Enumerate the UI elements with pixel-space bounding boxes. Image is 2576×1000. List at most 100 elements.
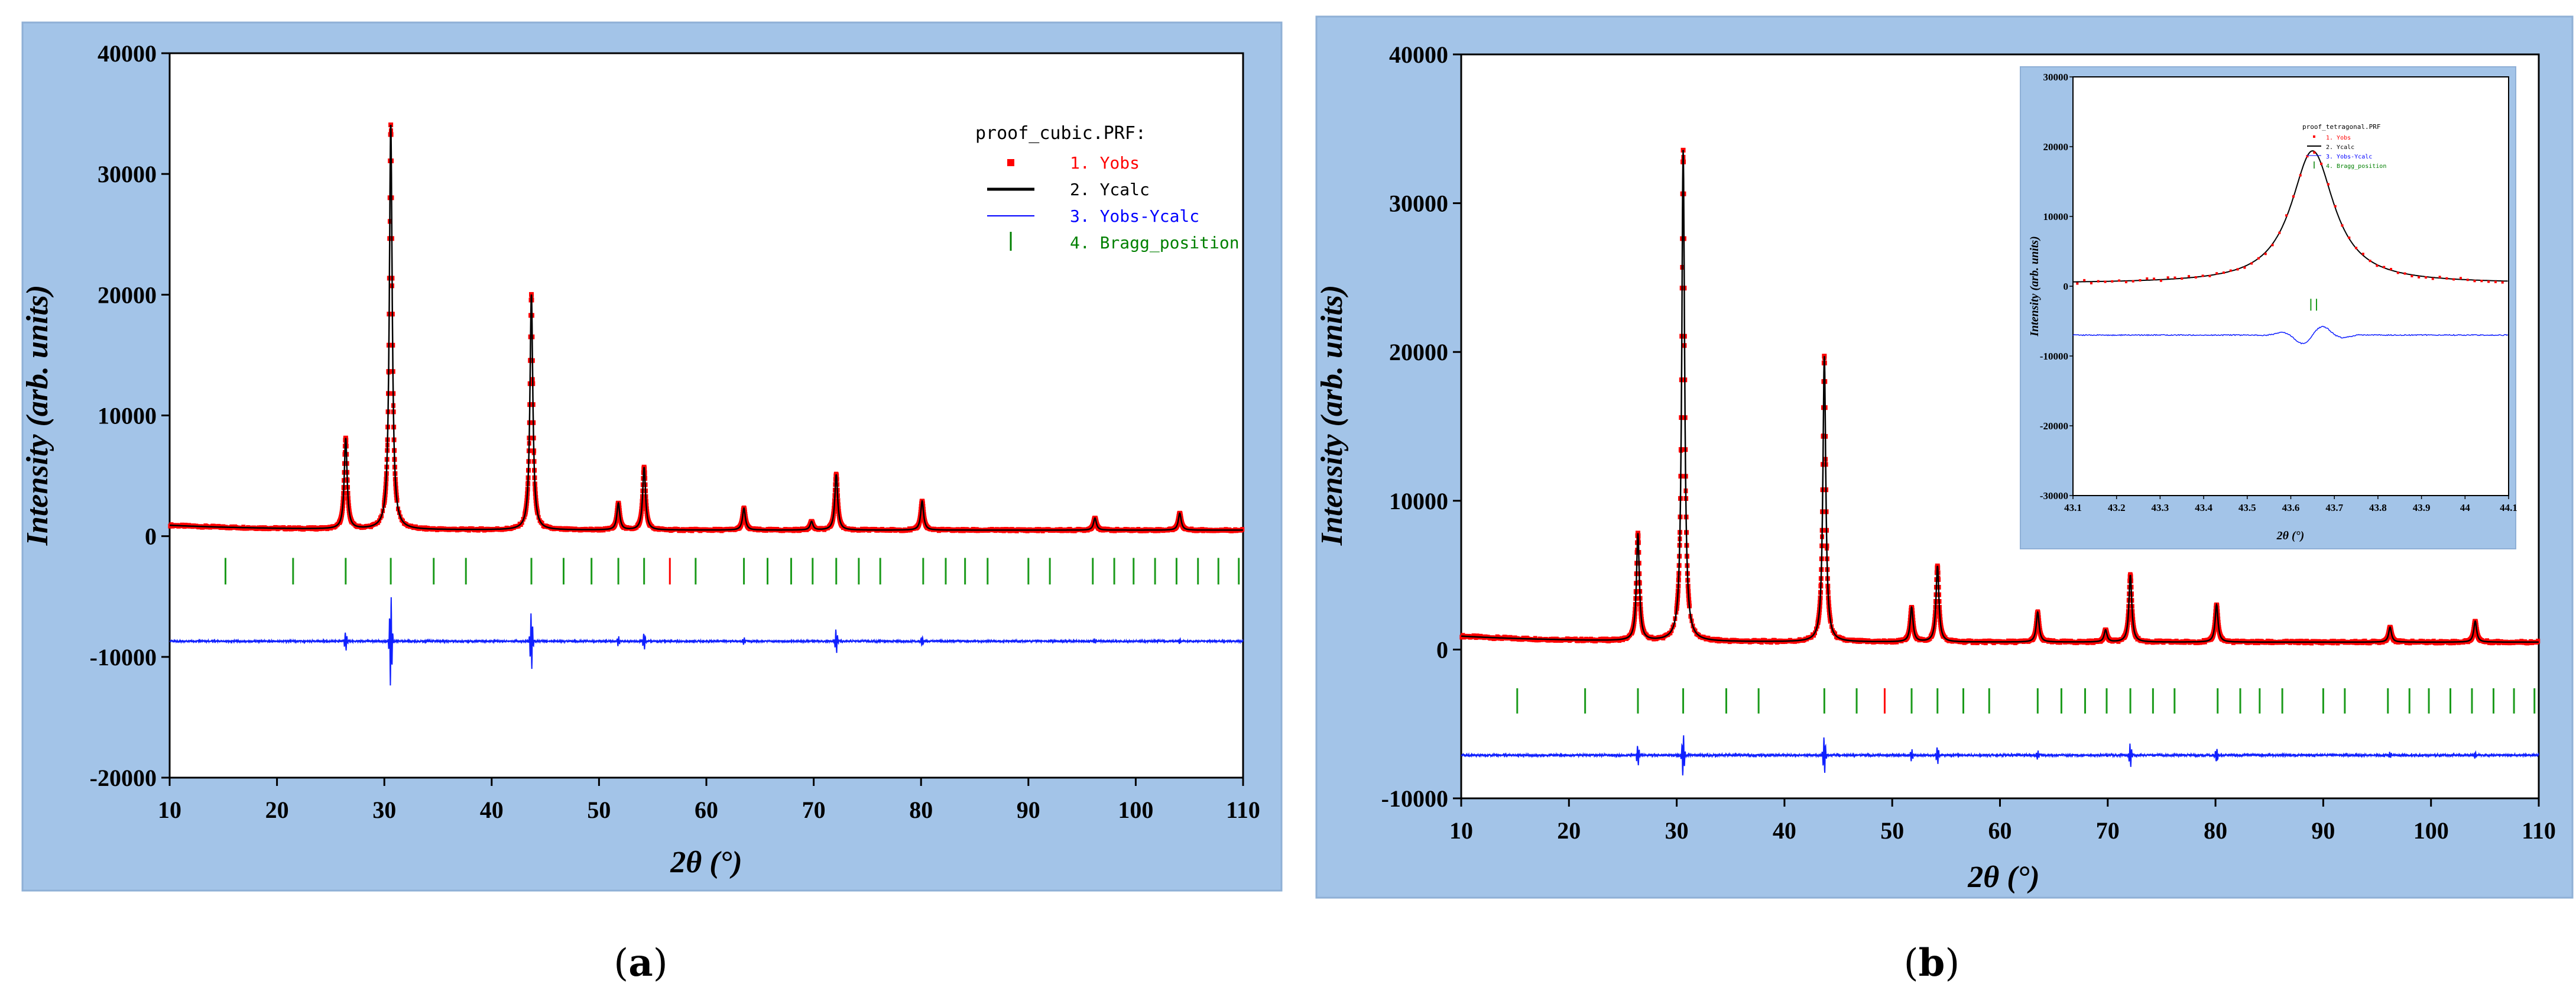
caption-a-letter: a	[628, 941, 653, 985]
yobs-point	[2536, 639, 2541, 644]
inset-x-tick-label: 43.9	[2413, 502, 2431, 513]
inset-yobs-point	[2097, 280, 2100, 283]
inset-series-ycalc	[2073, 150, 2508, 283]
inset-yobs-point	[2334, 205, 2337, 208]
x-tick-label: 50	[587, 797, 611, 823]
y-tick-label: 10000	[98, 403, 157, 429]
caption-a: (a)	[614, 941, 667, 985]
inset-yobs-point	[2159, 279, 2162, 282]
inset-yobs-point	[2390, 268, 2393, 271]
inset-yobs-point	[2418, 276, 2421, 279]
inset-yobs-point	[2124, 280, 2127, 283]
panel-a-plot-area	[168, 52, 1244, 779]
inset-yobs-point	[2424, 276, 2427, 279]
inset-yobs-point	[2111, 280, 2114, 283]
x-tick-label: 110	[2522, 817, 2556, 844]
panel-b: 10 20 30 40 50 60 70 80 90 100 110 -10000 0 10000 2000…	[1315, 15, 2574, 899]
inset-yobs-point	[2201, 274, 2204, 277]
inset-yobs-point	[2494, 280, 2497, 283]
inset-yobs-point	[2445, 277, 2448, 280]
series-ycalc	[1461, 150, 2539, 643]
inset-yobs-point	[2473, 280, 2476, 283]
inset-yobs-point	[2173, 276, 2176, 279]
inset-yobs-point	[2327, 183, 2330, 186]
x-tick-label: 100	[2413, 817, 2449, 844]
x-tick-label: 50	[1880, 817, 1904, 844]
inset-yobs-point	[2076, 282, 2079, 285]
inset-yobs-point	[2278, 231, 2281, 234]
inset-yobs-point	[2403, 272, 2406, 275]
chart-a: 10 20 30 40 50 60 70 80 90 100 110 -20000 -10000 0 100…	[90, 40, 1260, 823]
inset-yobs-point	[2139, 279, 2142, 282]
x-tick-label: 40	[480, 797, 504, 823]
inset-yobs-point	[2166, 276, 2169, 279]
legend-marker	[1007, 159, 1014, 166]
inset-x-axis-label: 2θ (°)	[2276, 529, 2305, 542]
inset-legend-label: 3. Yobs-Ycalc	[2326, 154, 2372, 160]
y-tick-label: 10000	[1389, 488, 1448, 514]
inset-yobs-point	[2313, 151, 2316, 154]
inset-yobs-point	[2306, 155, 2309, 158]
inset-yobs-point	[2215, 272, 2218, 275]
inset-yobs-point	[2146, 277, 2149, 280]
inset-y-tick-label: 10000	[2043, 211, 2069, 222]
y-tick-label: 30000	[1389, 190, 1448, 217]
series-bragg	[1516, 688, 2536, 714]
inset-yobs-point	[2299, 174, 2302, 177]
inset-yobs-point	[2090, 281, 2092, 284]
x-tick-label: 30	[1665, 817, 1689, 844]
inset-yobs-point	[2285, 214, 2288, 217]
caption-b: (b)	[1904, 941, 1960, 985]
chart-b-inset: 43.1 43.2 43.3 43.4 43.5 43.6 43.7 43.8 43.9 44 44…	[2040, 72, 2517, 513]
series-bragg	[224, 558, 1240, 585]
x-tick-label: 90	[1017, 797, 1040, 823]
y-tick-label: 20000	[1389, 339, 1448, 365]
inset-yobs-point	[2355, 247, 2358, 250]
inset-legend: proof_tetragonal.PRF 1. Yobs 2. Ycalc 3. Yo…	[2302, 123, 2386, 170]
x-tick-label: 80	[909, 797, 933, 823]
inset-yobs-point	[2104, 280, 2107, 283]
inset-yobs-point	[2264, 253, 2267, 255]
inset-yobs-point	[2083, 279, 2086, 281]
inset-yobs-point	[2438, 276, 2441, 279]
inset-y-tick-label: 30000	[2043, 72, 2069, 83]
y-tick-label: -10000	[90, 644, 157, 671]
y-tick-label: 30000	[98, 161, 157, 187]
inset-x-tick-label: 43.3	[2152, 502, 2169, 513]
inset-y-tick-label: 20000	[2043, 141, 2069, 153]
inset-yobs-point	[2383, 266, 2386, 268]
inset-yobs-point	[2229, 269, 2232, 272]
y-tick-label: 0	[1436, 636, 1448, 663]
legend-label: 1. Yobs	[1070, 153, 1140, 173]
inset-yobs-point	[2236, 268, 2239, 271]
series-diff	[169, 597, 1244, 686]
inset-yobs-point	[2410, 274, 2413, 277]
inset-yobs-point	[2396, 271, 2399, 274]
inset-x-tick-label: 43.1	[2064, 502, 2082, 513]
legend-title: proof_cubic.PRF:	[975, 123, 1146, 144]
panel-b-inset: 43.1 43.2 43.3 43.4 43.5 43.6 43.7 43.8 43.9 44 44…	[2020, 66, 2517, 549]
inset-yobs-point	[2459, 277, 2462, 280]
inset-y-tick-label: 0	[2064, 281, 2069, 292]
inset-yobs-point	[2257, 257, 2260, 260]
x-tick-label: 10	[1449, 817, 1473, 844]
inset-legend-label: 2. Ycalc	[2326, 144, 2354, 151]
inset-yobs-point	[2153, 277, 2156, 280]
legend-label: 2. Ycalc	[1070, 180, 1150, 199]
y-tick-label: -10000	[1381, 785, 1448, 812]
x-tick-label: 70	[2096, 817, 2120, 844]
inset-yobs-point	[2431, 277, 2434, 280]
panel-b-y-axis-label: Intensity (arb. units)	[1315, 285, 1349, 546]
x-tick-label: 90	[2311, 817, 2335, 844]
inset-x-tick-label: 43.2	[2108, 502, 2126, 513]
inset-plot-area	[2072, 76, 2509, 496]
x-tick-label: 70	[802, 797, 826, 823]
inset-yobs-point	[2188, 275, 2191, 278]
inset-yobs-point	[2487, 280, 2490, 283]
series-diff	[1461, 735, 2539, 776]
inset-yobs-point	[2452, 278, 2455, 281]
inset-legend-title: proof_tetragonal.PRF	[2302, 123, 2380, 131]
legend: proof_cubic.PRF: 1. Yobs 2. Ycalc 3. Yobs-Y…	[975, 123, 1240, 253]
x-tick-label: 20	[265, 797, 289, 823]
inset-yobs-point	[2223, 271, 2225, 274]
